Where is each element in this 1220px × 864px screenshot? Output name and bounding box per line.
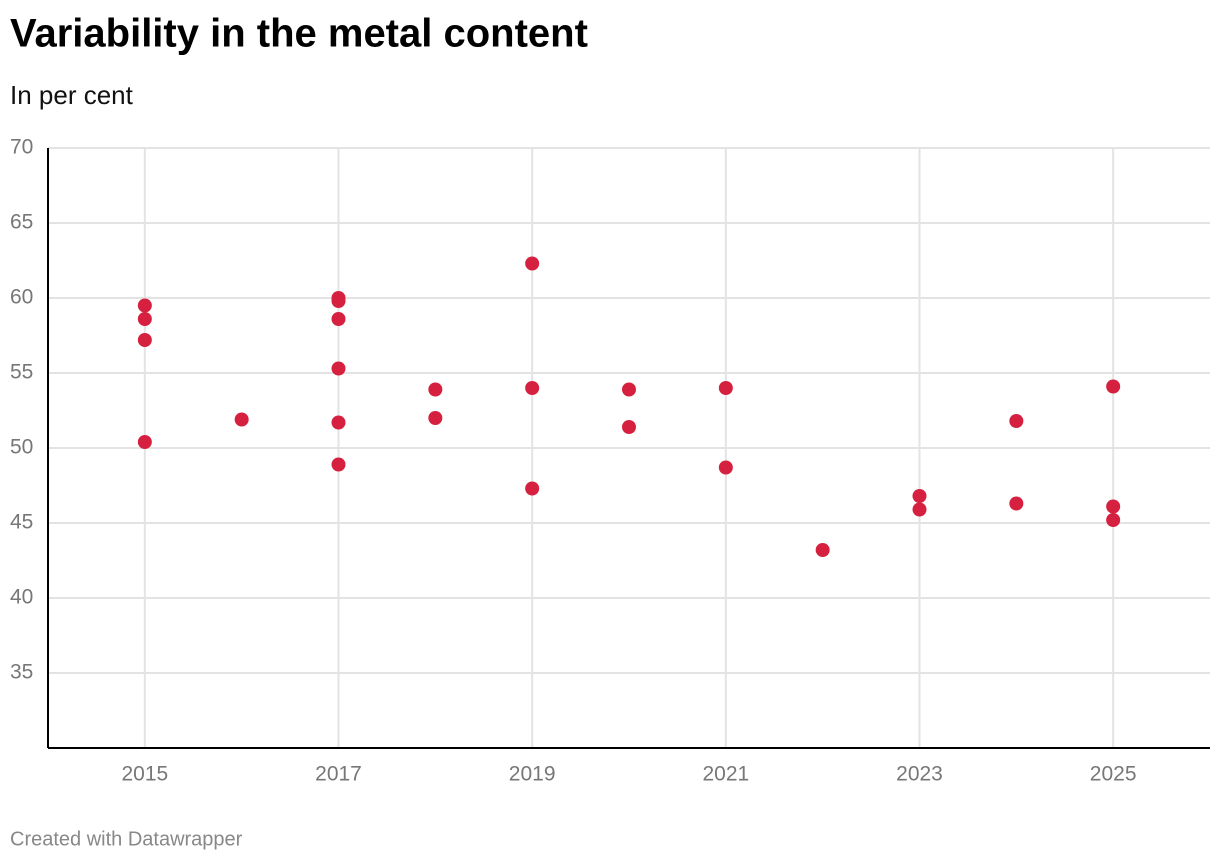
point — [718, 381, 733, 395]
point — [718, 460, 733, 475]
point — [137, 435, 152, 449]
point — [331, 294, 346, 308]
point — [137, 298, 152, 313]
point — [331, 415, 346, 430]
point — [331, 361, 346, 376]
point — [525, 256, 540, 271]
y-tick-label: 60 — [10, 286, 33, 309]
y-tick-label: 40 — [10, 586, 33, 609]
point — [1106, 499, 1121, 514]
footer: Created with Datawrapper — [10, 828, 243, 850]
point — [428, 411, 443, 425]
point — [1009, 414, 1024, 428]
point — [622, 420, 636, 434]
x-tick-label: 2023 — [896, 763, 943, 786]
marks — [137, 256, 1121, 557]
x-tick-label: 2015 — [121, 763, 168, 786]
point — [1106, 379, 1121, 394]
y-tick-label: 65 — [10, 211, 33, 234]
y-tick-label: 70 — [10, 136, 33, 159]
point — [1106, 513, 1121, 527]
point — [912, 489, 927, 503]
grid: 35 40 45 50 55 60 65 70 2015 2017 2019 2021 2023 2025 — [10, 136, 1210, 786]
chart-title: Variability in the metal content — [10, 12, 588, 56]
y-tick-label: 35 — [10, 661, 33, 684]
point — [137, 333, 152, 347]
x-tick-label: 2025 — [1090, 763, 1137, 786]
x-tick-label: 2019 — [509, 763, 556, 786]
point — [331, 312, 346, 326]
x-tick-label: 2021 — [702, 763, 749, 786]
point — [815, 543, 830, 557]
point — [622, 382, 636, 397]
point — [428, 382, 443, 397]
point — [234, 412, 249, 427]
y-tick-label: 45 — [10, 511, 33, 534]
point — [331, 457, 346, 472]
point — [137, 312, 152, 326]
chart-subtitle: In per cent — [10, 80, 134, 110]
point — [525, 481, 540, 496]
point — [912, 502, 927, 517]
point — [525, 381, 540, 395]
y-tick-label: 50 — [10, 436, 33, 459]
point — [1009, 496, 1024, 511]
y-tick-label: 55 — [10, 361, 33, 384]
x-tick-label: 2017 — [315, 763, 362, 786]
